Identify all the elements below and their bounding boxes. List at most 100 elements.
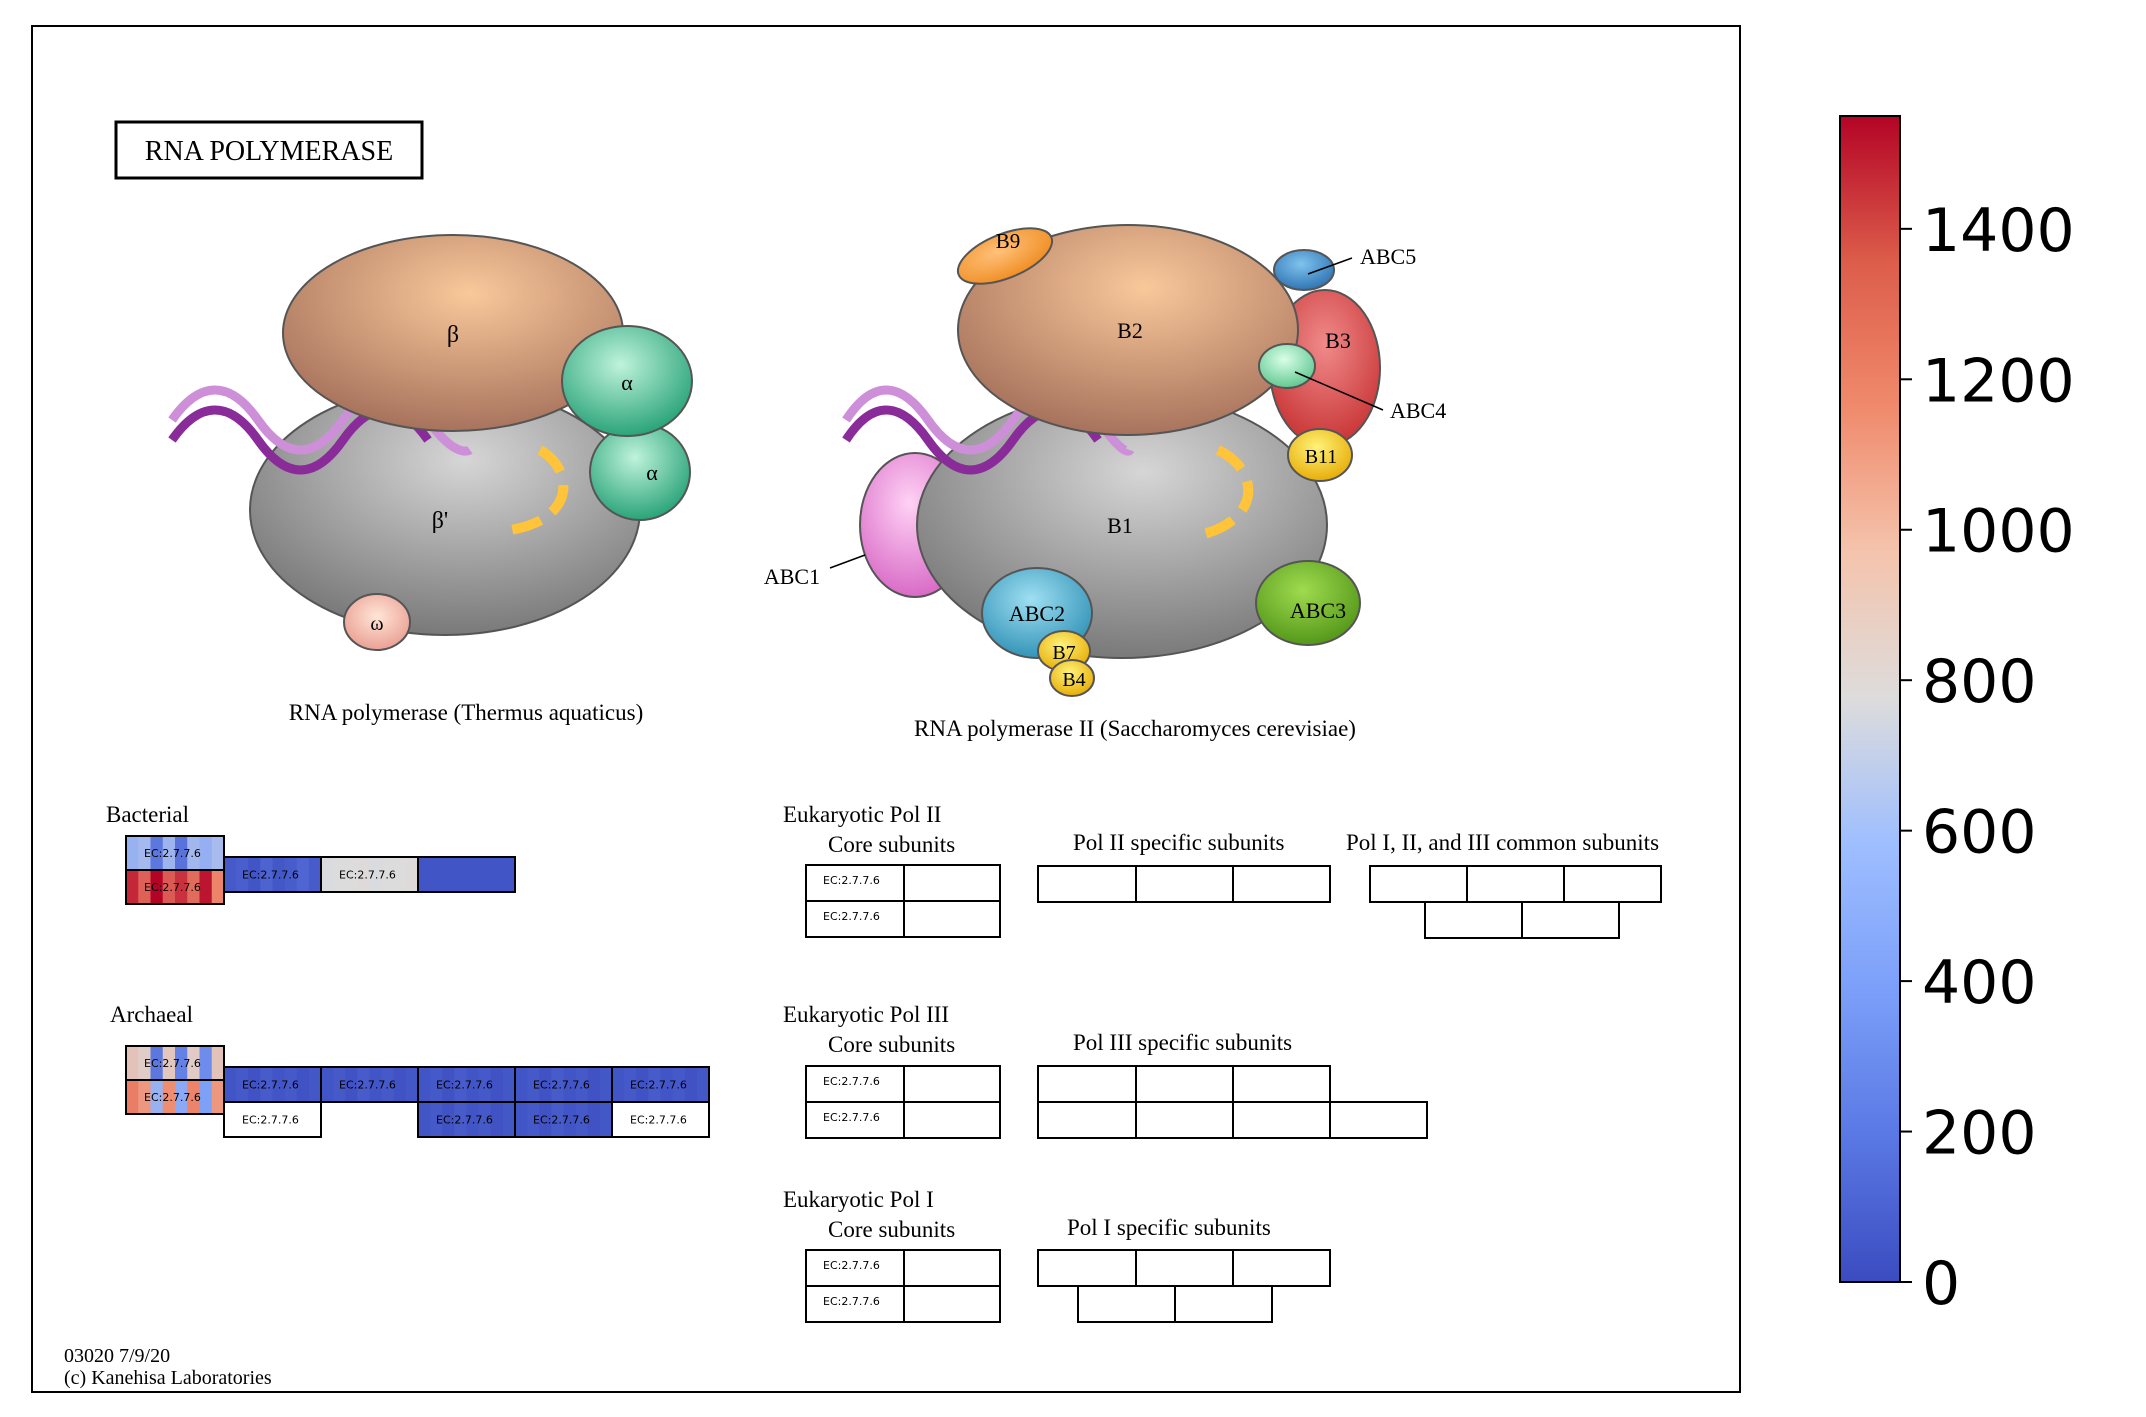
gene-box[interactable]: EC:2.7.7.6: [125, 869, 225, 905]
colorbar-tick-label: 800: [1922, 647, 2037, 717]
taq-caption: RNA polymerase (Thermus aquaticus): [289, 700, 644, 725]
gene-box[interactable]: [1037, 865, 1137, 903]
gene-box[interactable]: EC:2.7.7.6: [611, 1066, 710, 1103]
gene-box[interactable]: [1037, 1249, 1137, 1287]
gene-box[interactable]: EC:2.7.7.6: [514, 1101, 613, 1138]
ABC1-label: ABC1: [764, 564, 820, 589]
gene-box-label: EC:2.7.7.6: [144, 1091, 201, 1104]
gene-box[interactable]: [1466, 865, 1565, 903]
gene-box[interactable]: [1232, 865, 1331, 903]
B9-subunit: [956, 227, 1054, 285]
pol3-core-heading: Core subunits: [828, 1032, 955, 1057]
gene-box[interactable]: [903, 864, 1001, 902]
gene-box[interactable]: [805, 900, 905, 938]
expression-stripe: [248, 857, 261, 892]
gene-box[interactable]: [903, 1285, 1001, 1323]
expression-stripe: [502, 1102, 516, 1137]
expression-stripe: [126, 870, 139, 904]
gene-box[interactable]: EC:2.7.7.6: [320, 1066, 419, 1103]
gene-box[interactable]: [1232, 1065, 1331, 1103]
gene-box[interactable]: [1174, 1285, 1273, 1323]
gene-box[interactable]: EC:2.7.7.6: [125, 1045, 225, 1081]
expression-stripe: [539, 1067, 552, 1102]
gene-box[interactable]: [417, 856, 516, 893]
gene-box[interactable]: [1232, 1249, 1331, 1287]
footer-copyright: (c) Kanehisa Laboratories: [64, 1367, 272, 1389]
gene-box[interactable]: [1329, 1101, 1428, 1139]
gene-box[interactable]: [805, 864, 905, 902]
gene-box[interactable]: EC:2.7.7.6: [417, 1066, 516, 1103]
expression-stripe: [587, 1067, 601, 1102]
alpha-1-label: α: [621, 370, 633, 395]
expression-stripe: [187, 836, 200, 870]
gene-box[interactable]: EC:2.7.7.6: [320, 856, 419, 893]
alpha-subunit-1: [561, 325, 693, 437]
pol3-heading: Eukaryotic Pol III: [783, 1002, 949, 1027]
expression-stripe: [430, 1102, 443, 1137]
yeast-pol2-illustration: B2 B1 B3 B9 B11 ABC2 ABC3 B7 B4 ABC5 ABC…: [764, 224, 1446, 697]
gene-box[interactable]: [1232, 1101, 1331, 1139]
gene-box-label: EC:2.7.7.6: [823, 1075, 880, 1088]
expression-stripe: [357, 857, 370, 892]
expression-stripe: [175, 1080, 188, 1114]
gene-box[interactable]: [903, 1249, 1001, 1287]
gene-box[interactable]: [805, 1285, 905, 1323]
taq-polymerase-illustration: β β' α α ω: [168, 234, 693, 651]
expression-stripe: [162, 870, 176, 904]
expression-stripe: [150, 870, 164, 904]
gene-box[interactable]: [1077, 1285, 1176, 1323]
yeast-caption: RNA polymerase II (Saccharomyces cerevis…: [914, 716, 1356, 741]
gene-box[interactable]: EC:2.7.7.6: [223, 1066, 322, 1103]
gene-box[interactable]: EC:2.7.7.6: [514, 1066, 613, 1103]
gene-box[interactable]: [1563, 865, 1662, 903]
expression-stripe: [138, 1046, 151, 1080]
gene-box[interactable]: [903, 1101, 1001, 1139]
expression-stripe: [333, 1067, 346, 1102]
expression-stripe: [260, 857, 273, 892]
gene-box[interactable]: [1135, 1101, 1234, 1139]
gene-box[interactable]: [903, 1065, 1001, 1103]
gene-box[interactable]: [903, 900, 1001, 938]
gene-box[interactable]: [1037, 1101, 1137, 1139]
gene-box[interactable]: EC:2.7.7.6: [125, 835, 225, 871]
ABC3-label: ABC3: [1290, 598, 1346, 623]
expression-stripe: [162, 836, 176, 870]
gene-box-label: EC:2.7.7.6: [823, 1111, 880, 1124]
gene-box-label: EC:2.7.7.6: [144, 1057, 201, 1070]
gene-box[interactable]: [1135, 865, 1234, 903]
gene-box-border: [223, 1101, 322, 1138]
colorbar-gradient: [1839, 115, 1901, 1283]
expression-stripe: [502, 1067, 516, 1102]
expression-stripe: [393, 857, 407, 892]
gene-box[interactable]: [1369, 865, 1468, 903]
expression-stripe: [138, 1080, 151, 1114]
expression-stripe: [599, 1102, 613, 1137]
gene-box[interactable]: EC:2.7.7.6: [125, 1079, 225, 1115]
gene-box[interactable]: [1521, 901, 1620, 939]
gene-box-label: EC:2.7.7.6: [436, 1114, 493, 1127]
colorbar-ticks: 0 200 400 600 800 1000 1200 1400: [1900, 196, 2075, 1319]
expression-stripe: [563, 1102, 577, 1137]
expression-stripe: [381, 857, 395, 892]
beta-prime-label: β': [432, 508, 449, 534]
gene-box[interactable]: EC:2.7.7.6: [417, 1101, 516, 1138]
gene-box[interactable]: [1037, 1065, 1137, 1103]
gene-box[interactable]: EC:2.7.7.6: [223, 856, 322, 893]
gene-box[interactable]: EC:2.7.7.6: [611, 1101, 710, 1138]
gene-box[interactable]: [805, 1101, 905, 1139]
gene-box-label: EC:2.7.7.6: [242, 869, 299, 882]
colorbar-tick-label: 400: [1922, 948, 2037, 1018]
B2-subunit: [957, 224, 1299, 436]
expression-stripe: [527, 1067, 540, 1102]
expression-stripe: [454, 1067, 467, 1102]
expression-stripe: [224, 857, 237, 892]
expression-stripe: [284, 857, 298, 892]
gene-box[interactable]: [1135, 1249, 1234, 1287]
gene-box-label: EC:2.7.7.6: [144, 847, 201, 860]
gene-box[interactable]: EC:2.7.7.6: [223, 1101, 322, 1138]
expression-stripe: [430, 1067, 443, 1102]
gene-box[interactable]: [805, 1249, 905, 1287]
gene-box[interactable]: [1135, 1065, 1234, 1103]
gene-box[interactable]: [1424, 901, 1523, 939]
